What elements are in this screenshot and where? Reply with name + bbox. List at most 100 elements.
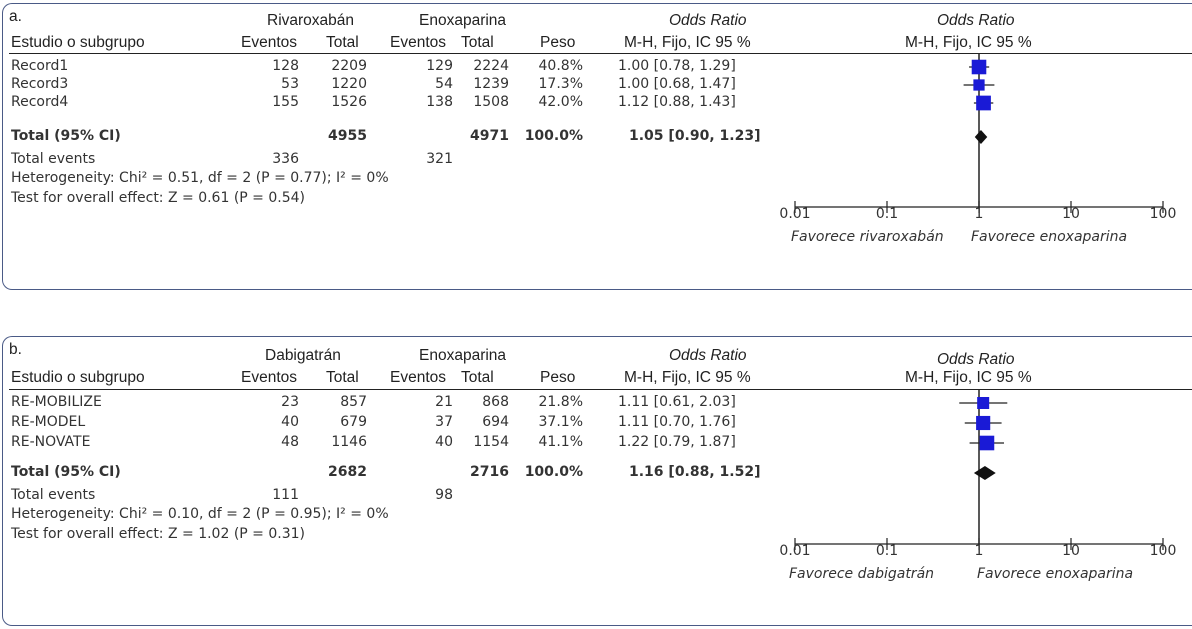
forest-plot: 0.01 0.1 1 10 100 — [779, 53, 1177, 222]
x-tick-label: 0.1 — [876, 206, 898, 222]
total-weight: 100.0% — [524, 464, 583, 480]
header-rule — [9, 389, 1192, 390]
total-ci-text: 1.16 [0.88, 1.52] — [629, 464, 761, 480]
study-square — [971, 59, 987, 75]
or-title-left: Odds Ratio — [669, 12, 747, 29]
forest-plot: 0.01 0.1 1 10 100 — [779, 389, 1177, 559]
total-2: 1239 — [473, 76, 509, 92]
pooled-diamond — [973, 466, 996, 480]
events-total-2: 321 — [426, 151, 453, 167]
x-tick-label: 10 — [1062, 543, 1080, 559]
total-2: 2224 — [473, 58, 509, 74]
favours-right: Favorece enoxaparina — [977, 566, 1134, 582]
col-total-1: Total — [326, 369, 359, 386]
group2-header: Enoxaparina — [419, 12, 507, 29]
study-name: Record1 — [11, 58, 69, 74]
or-method-left: M-H, Fijo, IC 95 % — [624, 34, 751, 51]
events-2: 40 — [435, 434, 453, 450]
study-name: RE-MODEL — [11, 414, 86, 430]
weight: 40.8% — [538, 58, 583, 74]
study-name: Record4 — [11, 94, 69, 110]
col-events-2: Eventos — [390, 369, 447, 386]
x-tick-label: 0.01 — [779, 206, 810, 222]
total-2: 1508 — [473, 94, 509, 110]
events-1: 155 — [272, 94, 299, 110]
x-tick-label: 100 — [1150, 206, 1177, 222]
weight: 41.1% — [538, 434, 583, 450]
group2-header: Enoxaparina — [419, 347, 507, 364]
total-1: 1220 — [331, 76, 367, 92]
total-n2: 4971 — [470, 128, 509, 144]
events-label: Total events — [11, 487, 96, 503]
total-label: Total (95% CI) — [11, 464, 121, 480]
total-2: 1154 — [473, 434, 509, 450]
weight: 21.8% — [538, 394, 583, 410]
total-2: 868 — [482, 394, 509, 410]
events-1: 23 — [281, 394, 299, 410]
study-square — [976, 95, 991, 111]
events-2: 138 — [426, 94, 453, 110]
total-1: 857 — [340, 394, 367, 410]
favours-right: Favorece enoxaparina — [971, 229, 1128, 245]
study-square — [979, 435, 995, 451]
events-1: 40 — [281, 414, 299, 430]
events-total-2: 98 — [435, 487, 453, 503]
events-total-1: 336 — [272, 151, 299, 167]
weight: 42.0% — [538, 94, 583, 110]
events-2: 21 — [435, 394, 453, 410]
x-tick-label: 0.1 — [876, 543, 898, 559]
or-method-right: M-H, Fijo, IC 95 % — [905, 369, 1032, 386]
ci-text: 1.22 [0.79, 1.87] — [618, 434, 736, 450]
events-label: Total events — [11, 151, 96, 167]
ci-text: 1.11 [0.70, 1.76] — [618, 414, 736, 430]
total-label: Total (95% CI) — [11, 128, 121, 144]
total-1: 2209 — [331, 58, 367, 74]
col-total-2: Total — [461, 34, 494, 51]
total-n1: 4955 — [328, 128, 367, 144]
ci-text: 1.00 [0.78, 1.29] — [618, 58, 736, 74]
events-1: 128 — [272, 58, 299, 74]
weight: 17.3% — [538, 76, 583, 92]
col-events-1: Eventos — [241, 369, 298, 386]
study-square — [976, 415, 991, 431]
total-1: 1146 — [331, 434, 367, 450]
total-2: 694 — [482, 414, 509, 430]
forest-panel-b: b. Dabigatrán Enoxaparina Odds Ratio Odd… — [2, 336, 1192, 626]
col-events-1: Eventos — [241, 34, 298, 51]
overall-effect-text: Test for overall effect: Z = 1.02 (P = 0… — [11, 526, 305, 542]
or-method-left: M-H, Fijo, IC 95 % — [624, 369, 751, 386]
or-title-left: Odds Ratio — [669, 347, 747, 364]
forest-panel-a: a. Rivaroxabán Enoxaparina Odds Ratio Od… — [2, 3, 1192, 290]
x-tick-label: 10 — [1062, 206, 1080, 222]
events-2: 54 — [435, 76, 453, 92]
total-n1: 2682 — [328, 464, 367, 480]
col-study: Estudio o subgrupo — [11, 369, 145, 386]
total-ci-text: 1.05 [0.90, 1.23] — [629, 128, 761, 144]
ci-text: 1.12 [0.88, 1.43] — [618, 94, 736, 110]
or-title-right: Odds Ratio — [937, 12, 1015, 29]
events-2: 129 — [426, 58, 453, 74]
group1-header: Rivaroxabán — [267, 12, 355, 29]
header-rule — [9, 53, 1192, 54]
panel-label: a. — [9, 8, 22, 25]
total-1: 679 — [340, 414, 367, 430]
events-1: 53 — [281, 76, 299, 92]
events-1: 48 — [281, 434, 299, 450]
x-tick-label: 100 — [1150, 543, 1177, 559]
weight: 37.1% — [538, 414, 583, 430]
col-weight: Peso — [540, 34, 576, 51]
study-name: Record3 — [11, 76, 69, 92]
heterogeneity-text: Heterogeneity: Chi² = 0.10, df = 2 (P = … — [11, 506, 389, 522]
favours-left: Favorece rivaroxabán — [791, 229, 944, 245]
col-total-2: Total — [461, 369, 494, 386]
events-total-1: 111 — [272, 487, 299, 503]
total-1: 1526 — [331, 94, 367, 110]
total-weight: 100.0% — [524, 128, 583, 144]
events-2: 37 — [435, 414, 453, 430]
x-tick-label: 1 — [975, 206, 984, 222]
or-title-right: Odds Ratio — [937, 351, 1015, 368]
x-tick-label: 1 — [975, 543, 984, 559]
col-total-1: Total — [326, 34, 359, 51]
col-study: Estudio o subgrupo — [11, 34, 145, 51]
col-weight: Peso — [540, 369, 576, 386]
